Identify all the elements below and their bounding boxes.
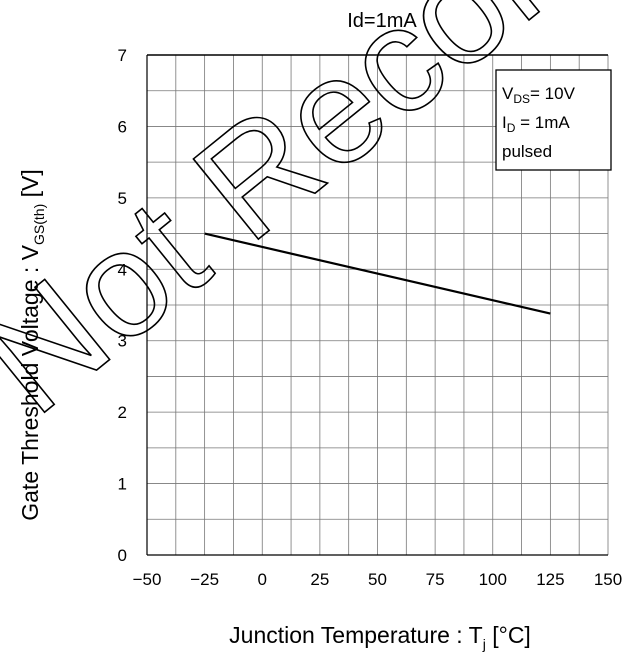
x-tick-label: 50 — [368, 570, 387, 589]
y-tick-label: 6 — [118, 117, 127, 136]
watermark: Not Recommended for New — [0, 0, 628, 446]
y-tick-label: 2 — [118, 403, 127, 422]
y-axis-title: Gate Threshold Voltage : VGS(th) [V] — [17, 169, 47, 521]
x-tick-label: 75 — [426, 570, 445, 589]
x-tick-label: 125 — [536, 570, 564, 589]
legend-line-pulsed: pulsed — [502, 142, 552, 161]
legend-line-id: ID = 1mA — [502, 113, 570, 135]
x-tick-label: 150 — [594, 570, 622, 589]
legend-box: VDS= 10V ID = 1mA pulsed — [495, 69, 612, 171]
y-tick-label: 3 — [118, 332, 127, 351]
y-tick-label: 7 — [118, 46, 127, 65]
series-line — [204, 232, 551, 315]
x-tick-label: 0 — [258, 570, 267, 589]
y-tick-label: 5 — [118, 189, 127, 208]
chart-title: Id=1mA — [347, 10, 417, 32]
x-tick-label: 25 — [310, 570, 329, 589]
x-tick-label: −25 — [190, 570, 219, 589]
y-tick-label: 4 — [118, 260, 127, 279]
series — [204, 232, 551, 315]
legend-line-vds: VDS= 10V — [502, 84, 576, 106]
x-axis-title: Junction Temperature : Tj [°C] — [229, 622, 531, 652]
y-tick-label: 0 — [118, 546, 127, 565]
x-tick-label: 100 — [479, 570, 507, 589]
y-tick-label: 1 — [118, 475, 127, 494]
tick-labels: −50 −25 0 25 50 75 100 125 150 0 1 2 3 4 5 6 7 — [118, 46, 623, 589]
x-tick-label: −50 — [133, 570, 162, 589]
